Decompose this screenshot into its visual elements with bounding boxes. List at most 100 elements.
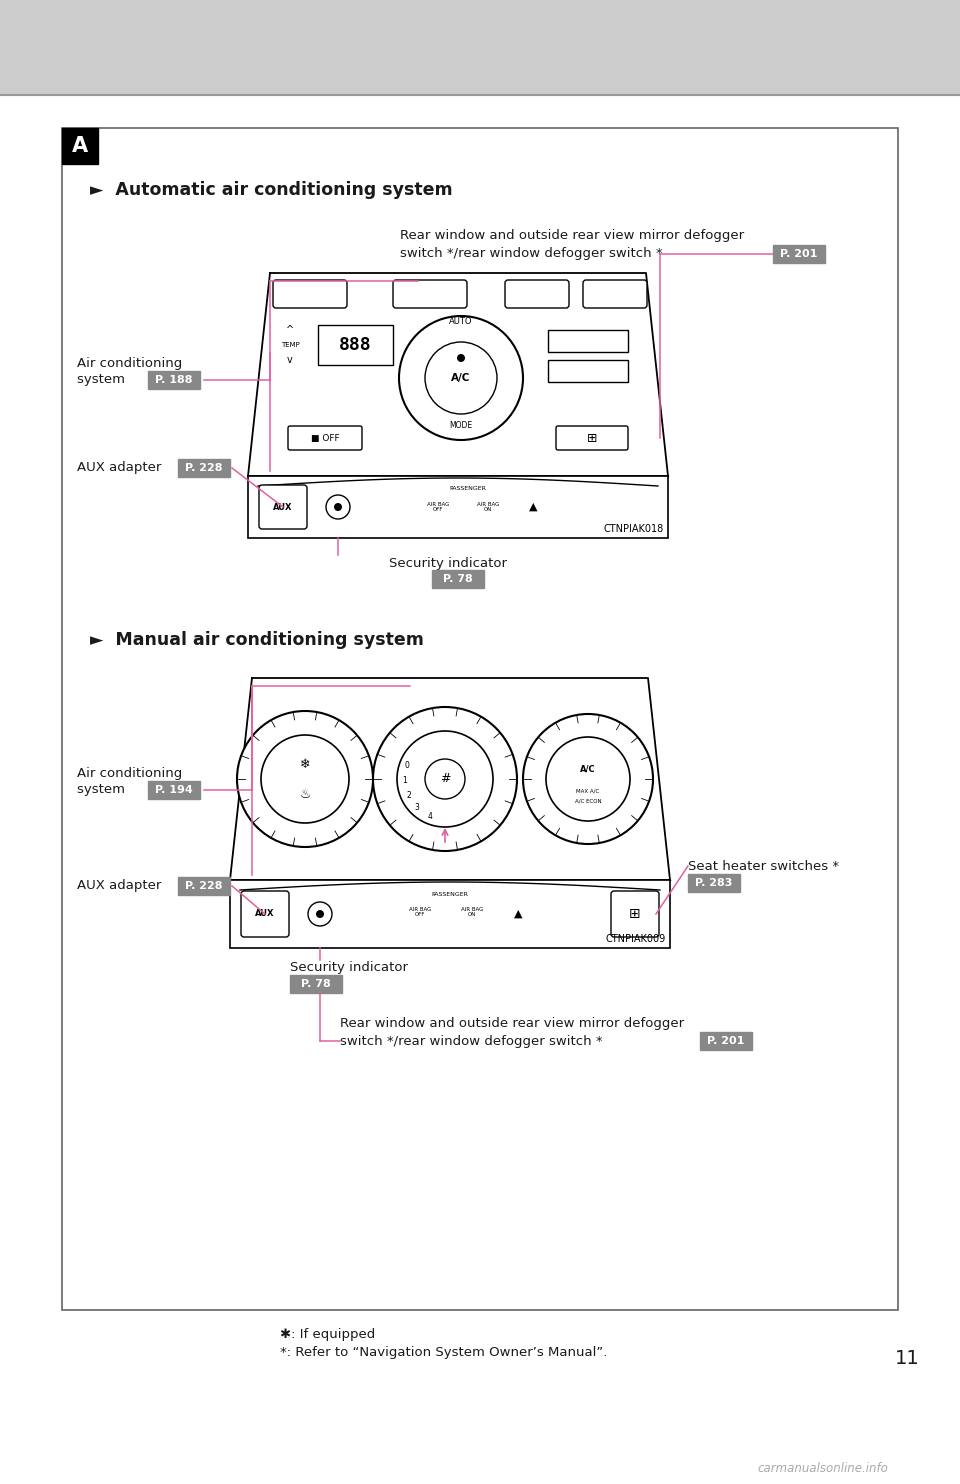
Circle shape [425, 758, 465, 798]
Text: 0: 0 [405, 761, 410, 770]
Text: A/C ECON: A/C ECON [575, 798, 601, 803]
FancyBboxPatch shape [583, 280, 647, 309]
Text: PASSENGER: PASSENGER [432, 892, 468, 896]
Circle shape [425, 341, 497, 414]
Text: Security indicator: Security indicator [290, 962, 408, 975]
Text: v: v [287, 355, 293, 365]
Text: P. 194: P. 194 [156, 785, 193, 795]
Text: system: system [77, 374, 133, 386]
Circle shape [326, 496, 350, 519]
Text: Air conditioning: Air conditioning [77, 356, 182, 370]
Text: ▲: ▲ [529, 502, 538, 512]
Bar [0, 0, 960, 95]
Text: 11: 11 [896, 1349, 920, 1367]
Bar [230, 880, 670, 948]
Text: AIR BAG
OFF: AIR BAG OFF [427, 502, 449, 512]
Bar [62, 128, 98, 165]
Circle shape [546, 738, 630, 821]
Circle shape [397, 732, 493, 827]
Circle shape [373, 706, 517, 850]
FancyBboxPatch shape [393, 280, 467, 309]
Text: Security indicator: Security indicator [389, 556, 507, 570]
Text: AUX adapter: AUX adapter [77, 880, 170, 892]
Text: AUX adapter: AUX adapter [77, 462, 170, 475]
Bar [432, 570, 484, 588]
Bar [178, 877, 230, 895]
Text: AUTO: AUTO [449, 316, 472, 325]
Text: AUX: AUX [274, 503, 293, 512]
Text: ^: ^ [286, 325, 294, 335]
Text: P. 78: P. 78 [444, 574, 473, 585]
Text: 3: 3 [415, 803, 420, 812]
Bar [700, 1031, 752, 1051]
Text: CTNPIAK009: CTNPIAK009 [606, 933, 666, 944]
Text: P. 228: P. 228 [185, 463, 223, 473]
Text: AIR BAG
OFF: AIR BAG OFF [409, 907, 431, 917]
Circle shape [334, 503, 342, 510]
Text: #: # [440, 773, 450, 785]
Circle shape [457, 355, 465, 362]
Polygon shape [248, 273, 668, 476]
Text: ❄: ❄ [300, 757, 310, 770]
FancyBboxPatch shape [259, 485, 307, 528]
Circle shape [316, 910, 324, 919]
FancyBboxPatch shape [273, 280, 347, 309]
Text: carmanualsonline.info: carmanualsonline.info [757, 1462, 888, 1475]
Text: P. 201: P. 201 [780, 249, 818, 260]
Text: switch */rear window defogger switch *: switch */rear window defogger switch * [340, 1034, 612, 1048]
FancyBboxPatch shape [505, 280, 569, 309]
Text: P. 283: P. 283 [695, 879, 732, 887]
Text: 888: 888 [339, 335, 372, 355]
Circle shape [399, 316, 523, 439]
Text: Air conditioning: Air conditioning [77, 767, 182, 779]
Text: ✱: If equipped: ✱: If equipped [280, 1328, 375, 1342]
Text: AUX: AUX [255, 910, 275, 919]
Text: MAX A/C: MAX A/C [576, 788, 600, 794]
Circle shape [237, 711, 373, 847]
Text: 1: 1 [402, 776, 407, 785]
Text: 4: 4 [427, 812, 432, 821]
Text: ⊞: ⊞ [629, 907, 641, 922]
Bar [548, 361, 628, 381]
Bar [148, 371, 200, 389]
Text: PASSENGER: PASSENGER [449, 485, 487, 491]
Text: Rear window and outside rear view mirror defogger: Rear window and outside rear view mirror… [400, 230, 744, 242]
Text: ♨: ♨ [300, 788, 311, 800]
Bar [688, 874, 740, 892]
Text: ⊞: ⊞ [587, 432, 597, 445]
FancyBboxPatch shape [288, 426, 362, 450]
Bar [62, 128, 898, 1310]
Text: switch */rear window defogger switch *: switch */rear window defogger switch * [400, 248, 671, 261]
Circle shape [261, 735, 349, 824]
Text: AIR BAG
ON: AIR BAG ON [461, 907, 483, 917]
Text: system: system [77, 784, 133, 797]
Text: Rear window and outside rear view mirror defogger: Rear window and outside rear view mirror… [340, 1017, 684, 1030]
Bar [318, 325, 393, 365]
Text: ▲: ▲ [514, 910, 522, 919]
Bar [290, 975, 342, 993]
FancyBboxPatch shape [241, 890, 289, 936]
Text: Seat heater switches *: Seat heater switches * [688, 859, 839, 873]
Text: P. 201: P. 201 [708, 1036, 745, 1046]
Bar [178, 459, 230, 476]
Text: 2: 2 [406, 791, 411, 800]
Text: P. 228: P. 228 [185, 881, 223, 890]
Bar [148, 781, 200, 798]
Text: ■ OFF: ■ OFF [311, 433, 339, 442]
Text: MODE: MODE [449, 421, 472, 430]
FancyBboxPatch shape [611, 890, 659, 936]
Text: A/C: A/C [580, 764, 596, 773]
Text: TEMP: TEMP [280, 341, 300, 349]
Text: P. 188: P. 188 [156, 375, 193, 384]
Text: A/C: A/C [451, 372, 470, 383]
Circle shape [523, 714, 653, 844]
Text: AIR BAG
ON: AIR BAG ON [477, 502, 499, 512]
Text: ►  Automatic air conditioning system: ► Automatic air conditioning system [90, 181, 452, 199]
Text: ►  Manual air conditioning system: ► Manual air conditioning system [90, 631, 424, 649]
Bar [548, 329, 628, 352]
Text: CTNPIAK018: CTNPIAK018 [604, 524, 664, 534]
Text: *: Refer to “Navigation System Owner’s Manual”.: *: Refer to “Navigation System Owner’s M… [280, 1346, 608, 1359]
Text: P. 78: P. 78 [301, 979, 331, 988]
Bar [248, 476, 668, 539]
Circle shape [308, 902, 332, 926]
